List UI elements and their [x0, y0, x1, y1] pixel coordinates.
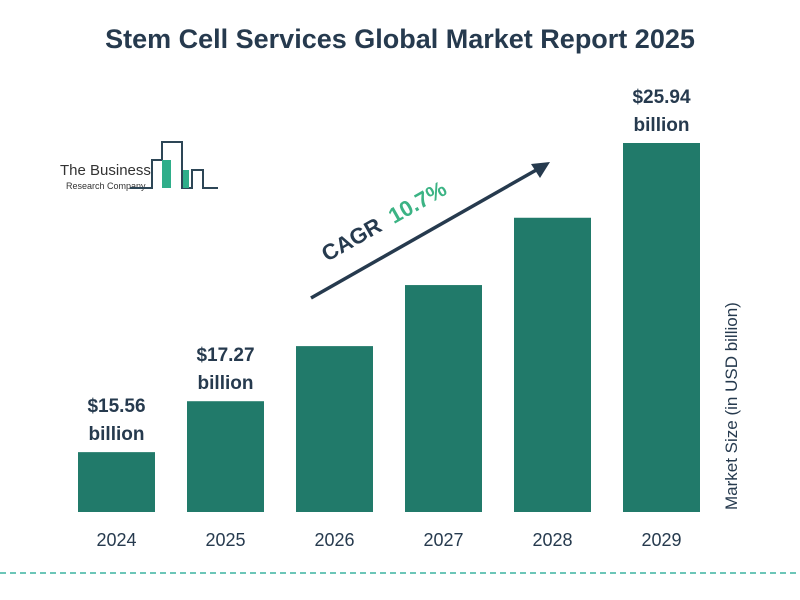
- logo: The Business Research Company: [60, 141, 218, 191]
- chart-title: Stem Cell Services Global Market Report …: [105, 24, 695, 54]
- logo-line2: Research Company: [66, 181, 146, 191]
- logo-line1: The Business: [60, 162, 151, 179]
- y-axis-label: Market Size (in USD billion): [722, 302, 741, 510]
- bar-2027: [405, 285, 482, 512]
- cagr-label: CAGR: [317, 213, 386, 267]
- data-label: billion: [89, 424, 145, 445]
- data-label: billion: [198, 373, 254, 394]
- x-tick-label: 2026: [314, 530, 354, 550]
- data-label: billion: [634, 115, 690, 136]
- cagr-value: 10.7%: [384, 176, 451, 228]
- x-tick-label: 2027: [423, 530, 463, 550]
- bar-2029: [623, 143, 700, 512]
- bar-2028: [514, 217, 591, 512]
- x-tick-label: 2024: [96, 530, 136, 550]
- svg-text:CAGR 10.7%: CAGR 10.7%: [317, 176, 451, 266]
- x-tick-label: 2029: [641, 530, 681, 550]
- data-label: $17.27: [196, 345, 254, 366]
- arrow-head-icon: [531, 162, 550, 178]
- x-tick-label: 2025: [205, 530, 245, 550]
- x-tick-label: 2028: [532, 530, 572, 550]
- bar-2025: [187, 401, 264, 512]
- data-label: $15.56: [87, 396, 145, 417]
- bar-2026: [296, 346, 373, 512]
- bar-2024: [78, 452, 155, 512]
- data-label: $25.94: [632, 87, 691, 108]
